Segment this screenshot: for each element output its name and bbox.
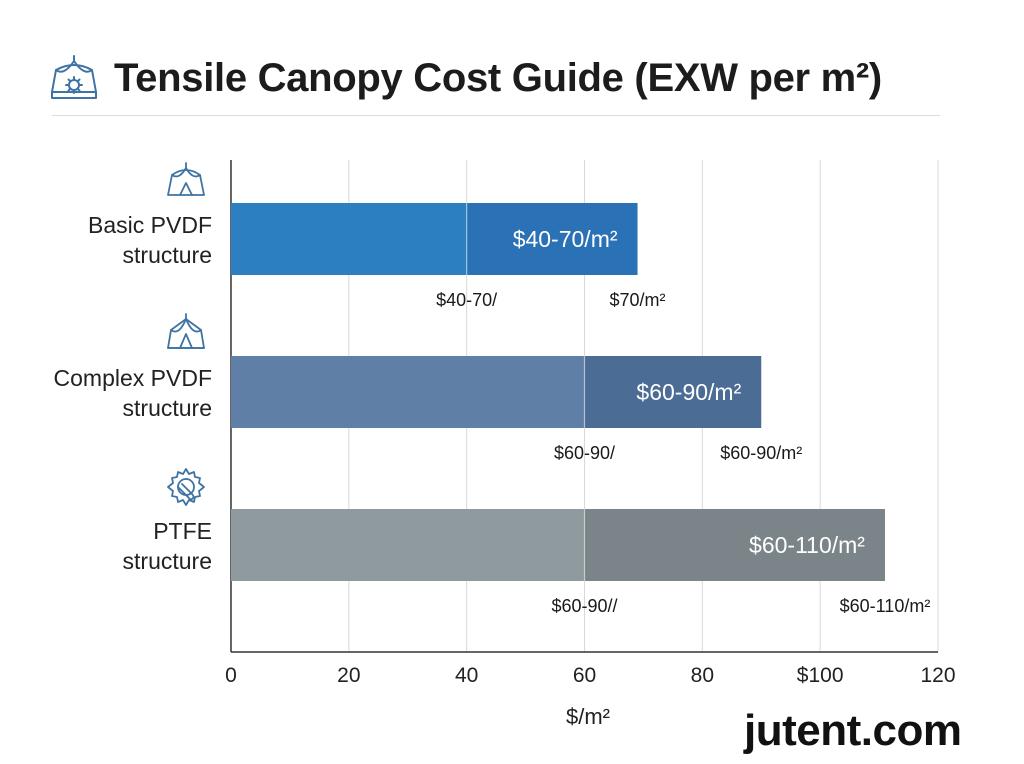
x-tick-label: 20 — [337, 664, 360, 687]
x-tick-label: 120 — [920, 664, 955, 687]
x-tick-label: $100 — [797, 664, 844, 687]
page-title: Tensile Canopy Cost Guide (EXW per m²) — [114, 55, 882, 100]
bar-segment-high — [584, 356, 762, 428]
gear-wrench-icon — [167, 468, 205, 506]
x-tick-label: 80 — [691, 664, 714, 687]
x-tick-label: 60 — [573, 664, 596, 687]
bar-segment-low — [231, 203, 467, 275]
bar-annotation-label: $60-90/ — [554, 443, 615, 463]
bar-segment-high — [584, 509, 885, 581]
tent-gear-icon — [51, 55, 97, 99]
bar-value-label: $60-90/m² — [636, 379, 741, 405]
bar-segment-low — [231, 509, 585, 581]
bar-annotation-label: $40-70/ — [436, 290, 497, 310]
category-label: Complex PVDF structure — [54, 365, 212, 421]
tent-icon — [167, 162, 205, 196]
bar-segment-low — [231, 356, 585, 428]
bar-annotation-label: $60-110/m² — [840, 596, 931, 616]
header: Tensile Canopy Cost Guide (EXW per m²) — [48, 52, 882, 104]
watermark: jutent.com — [744, 706, 962, 755]
bar-segment-high — [466, 203, 638, 275]
bar-annotation-label: $60-90/m² — [720, 443, 802, 463]
bar-annotation-label: $70/m² — [610, 290, 666, 310]
bar-value-label: $40-70/m² — [513, 226, 618, 252]
category-label: Basic PVDF structure — [88, 212, 212, 268]
x-tick-label: 40 — [455, 664, 478, 687]
category-label: PTFE structure — [123, 518, 212, 574]
x-tick-label: 0 — [225, 664, 237, 687]
bar-annotation-label: $60-90// — [551, 596, 617, 616]
x-axis-label: $/m² — [566, 704, 610, 729]
dome-tent-icon — [167, 313, 205, 349]
title-divider — [52, 115, 940, 116]
bar-value-label: $60-110/m² — [749, 532, 865, 558]
